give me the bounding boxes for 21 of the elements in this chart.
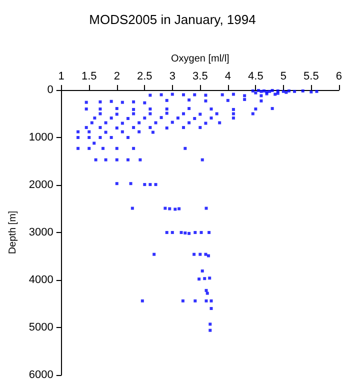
- x-tick-label: 1.5: [81, 70, 97, 82]
- y-tick-label: 0: [47, 84, 54, 96]
- y-tick-label: 3000: [28, 226, 54, 238]
- y-tick-label: 2000: [28, 179, 54, 191]
- y-tick-label: 5000: [28, 322, 54, 334]
- x-tick-label: 3.5: [192, 70, 208, 82]
- x-tick-label: 5: [280, 70, 286, 82]
- x-tick-label: 2.5: [136, 70, 152, 82]
- x-tick-label: 4.5: [248, 70, 264, 82]
- y-tick-label: 4000: [28, 274, 54, 286]
- x-tick-label: 4: [224, 70, 231, 82]
- x-axis-title: Oxygen [ml/l]: [170, 54, 230, 64]
- y-axis-title: Depth [m]: [8, 210, 18, 254]
- x-tick-label: 3: [169, 70, 176, 82]
- x-tick-label: 2: [114, 70, 120, 82]
- x-tick-label: 5.5: [304, 70, 319, 82]
- x-tick-label: 6: [336, 70, 342, 82]
- y-tick-label: 6000: [28, 369, 54, 381]
- chart-title: MODS2005 in January, 1994: [89, 12, 256, 27]
- x-tick-label: 1: [58, 70, 64, 82]
- y-tick-label: 1000: [28, 132, 54, 144]
